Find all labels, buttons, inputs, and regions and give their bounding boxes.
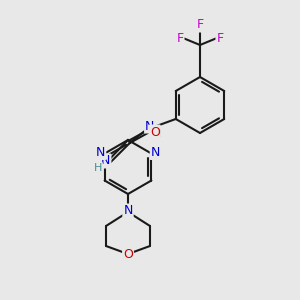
Text: N: N	[151, 146, 160, 159]
Text: O: O	[150, 125, 160, 139]
Text: N: N	[96, 146, 105, 159]
Text: F: F	[196, 19, 204, 32]
Text: O: O	[123, 248, 133, 262]
Text: F: F	[176, 32, 184, 44]
Text: F: F	[216, 32, 224, 44]
Text: N: N	[123, 205, 133, 218]
Text: H: H	[153, 129, 161, 139]
Text: H: H	[94, 163, 102, 173]
Text: N: N	[145, 119, 154, 133]
Text: N: N	[101, 154, 110, 167]
